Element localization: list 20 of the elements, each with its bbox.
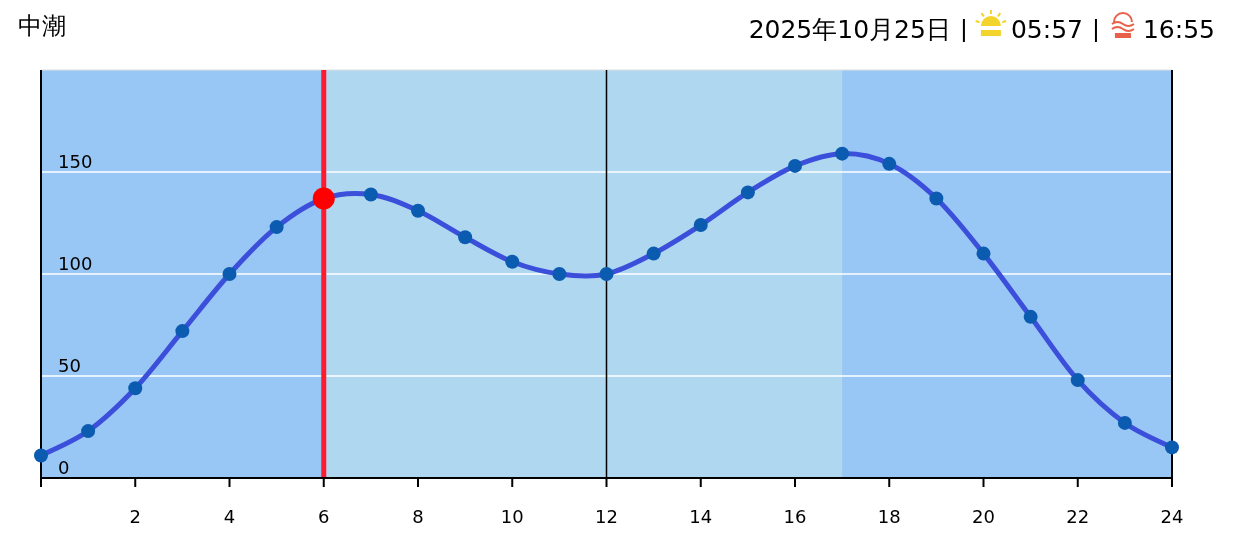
- text: 16:55: [1142, 15, 1215, 44]
- x-tick-label: 22: [1066, 506, 1090, 527]
- x-tick-label: 20: [972, 506, 995, 527]
- y-tick-label: 50: [58, 355, 81, 376]
- y-tick-label: 100: [58, 253, 93, 274]
- x-tick-label: 2: [129, 506, 141, 527]
- x-tick-label: 16: [783, 506, 807, 527]
- x-tick-label: 6: [318, 506, 330, 527]
- x-tick-label: 14: [689, 506, 713, 527]
- x-tick-label: 12: [595, 506, 618, 527]
- chart-title: 中潮: [18, 12, 66, 40]
- x-tick-label: 8: [412, 506, 424, 527]
- y-tick-label: 150: [58, 151, 93, 172]
- y-tick-label: 0: [58, 457, 70, 478]
- chart-subtitle: 2025年10月25日: [748, 15, 951, 44]
- x-tick-label: 10: [500, 506, 524, 527]
- text: 05:57: [1010, 15, 1083, 44]
- x-tick-label: 18: [877, 506, 901, 527]
- x-tick-label: 4: [223, 506, 236, 527]
- x-tick-label: 24: [1160, 506, 1184, 527]
